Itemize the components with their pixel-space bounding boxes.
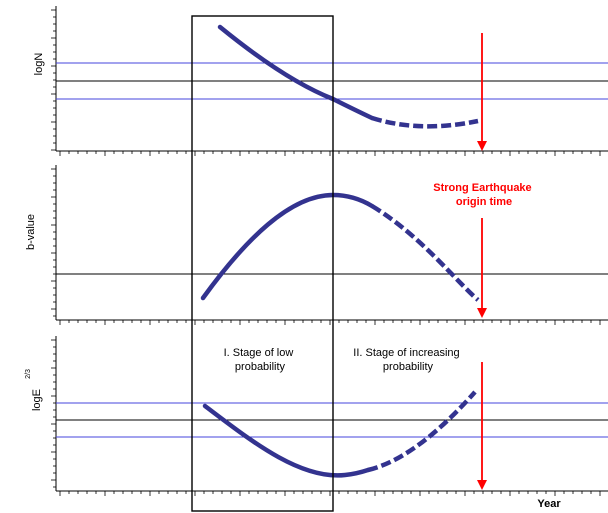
x-axis-label: Year — [537, 498, 561, 510]
earthquake-arrow-top — [477, 33, 487, 151]
stage-low-probability-box — [191, 15, 334, 512]
stage-2-label: II. Stage of increasing probability — [353, 347, 462, 373]
panel-b-value: b-value — [25, 165, 608, 325]
stage-1-label: I. Stage of low probability — [224, 347, 297, 373]
logE-curve-solid — [202, 403, 371, 478]
x-axis-ticks — [59, 320, 601, 325]
panel-logN: logN — [33, 6, 608, 156]
logN-curve-solid — [217, 24, 375, 121]
y-axis-ticks — [51, 339, 56, 488]
x-axis-ticks — [59, 491, 601, 496]
b-value-curve-dashed — [370, 204, 480, 302]
logN-ylabel: logN — [33, 53, 45, 76]
logE-ylabel-superscript: 2/3 — [25, 369, 32, 379]
earthquake-note: Strong Earthquake origin time — [433, 182, 534, 208]
logN-curve-dashed — [371, 115, 479, 129]
b-value-curve-solid — [200, 192, 375, 301]
earthquake-arrow-middle — [477, 218, 487, 318]
x-axis-ticks — [59, 151, 601, 156]
logE-curve-dashed — [367, 390, 477, 473]
b-value-ylabel: b-value — [25, 214, 37, 250]
logE-ylabel: logE — [31, 389, 43, 411]
y-axis-ticks — [51, 168, 56, 317]
panel-logE: logE 2/3 — [25, 336, 608, 496]
y-axis-ticks — [51, 9, 56, 151]
earthquake-arrow-bottom — [477, 362, 487, 490]
